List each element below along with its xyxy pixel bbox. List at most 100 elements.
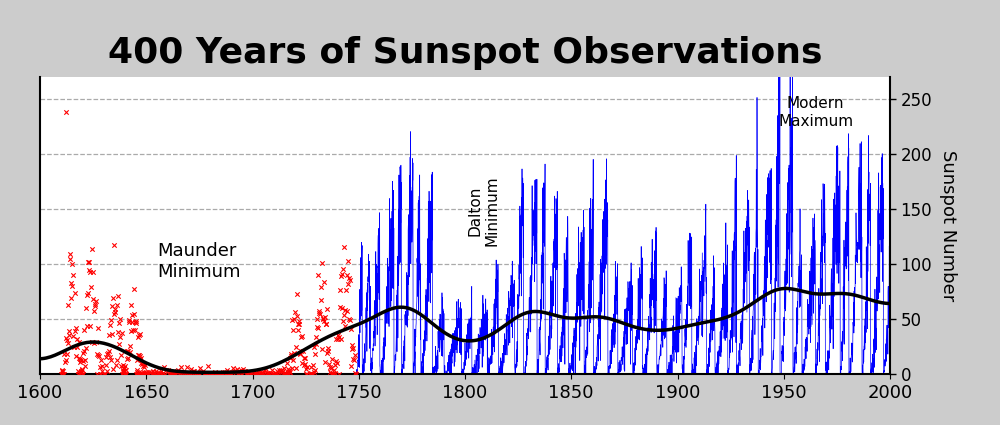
Point <box>138 368 154 375</box>
Point <box>179 363 195 370</box>
Point <box>243 371 259 377</box>
Point <box>289 313 305 320</box>
Point <box>282 368 298 375</box>
Point <box>293 347 309 354</box>
Point <box>247 370 263 377</box>
Point <box>272 369 288 376</box>
Point <box>222 368 238 375</box>
Point <box>109 302 124 309</box>
Point <box>133 370 149 377</box>
Point <box>313 283 329 290</box>
Point <box>58 357 74 363</box>
Point <box>111 319 127 326</box>
Point <box>77 357 93 363</box>
Point <box>340 258 356 264</box>
Point <box>175 369 191 376</box>
Point <box>233 366 249 373</box>
Point <box>151 370 167 377</box>
Point <box>146 369 162 376</box>
Point <box>303 363 319 370</box>
Point <box>61 328 77 334</box>
Point <box>73 368 89 374</box>
Point <box>123 302 139 309</box>
Point <box>114 371 130 377</box>
Point <box>305 371 321 377</box>
Point <box>328 358 344 365</box>
Point <box>257 369 273 376</box>
Point <box>100 349 116 356</box>
Point <box>280 366 296 373</box>
Point <box>210 371 226 377</box>
Point <box>276 364 292 371</box>
Point <box>283 350 299 357</box>
Point <box>134 360 150 367</box>
Point <box>164 370 180 377</box>
Point <box>340 280 356 287</box>
Point <box>185 368 201 375</box>
Point <box>129 367 145 374</box>
Point <box>259 369 275 376</box>
Point <box>316 317 332 324</box>
Point <box>304 370 320 377</box>
Point <box>308 341 324 348</box>
Point <box>120 354 136 361</box>
Point <box>86 340 102 346</box>
Point <box>118 367 134 374</box>
Point <box>77 363 93 370</box>
Point <box>348 371 364 377</box>
Point <box>92 371 108 377</box>
Point <box>137 371 153 377</box>
Point <box>96 371 112 377</box>
Point <box>137 361 153 368</box>
Point <box>118 371 134 377</box>
Point <box>341 316 357 323</box>
Point <box>235 366 251 373</box>
Point <box>330 335 346 342</box>
Point <box>190 370 206 377</box>
Point <box>98 361 114 368</box>
Point <box>309 315 325 322</box>
Point <box>311 308 327 314</box>
Point <box>220 371 236 377</box>
Point <box>342 276 358 283</box>
Point <box>56 351 72 357</box>
Point <box>178 369 194 376</box>
Point <box>127 319 143 326</box>
Point <box>206 370 222 377</box>
Point <box>84 339 100 346</box>
Point <box>322 369 338 376</box>
Point <box>332 303 348 310</box>
Point <box>101 332 117 339</box>
Point <box>113 363 129 369</box>
Point <box>74 366 90 373</box>
Point <box>75 350 90 357</box>
Point <box>172 370 188 377</box>
Point <box>333 273 349 280</box>
Point <box>112 315 128 322</box>
Point <box>115 368 131 375</box>
Point <box>277 371 293 377</box>
Point <box>54 368 70 375</box>
Point <box>187 370 203 377</box>
Point <box>67 289 83 296</box>
Point <box>126 311 142 317</box>
Point <box>53 371 69 377</box>
Point <box>123 328 139 334</box>
Point <box>327 370 343 377</box>
Point <box>278 360 295 367</box>
Point <box>82 269 98 275</box>
Point <box>307 351 323 357</box>
Point <box>87 302 103 309</box>
Point <box>325 371 341 377</box>
Point <box>287 309 303 315</box>
Point <box>234 370 250 377</box>
Point <box>334 271 350 278</box>
Point <box>341 275 357 281</box>
Point <box>292 350 308 357</box>
Point <box>198 369 214 376</box>
Point <box>57 358 73 365</box>
Point <box>103 356 119 363</box>
Point <box>330 332 346 338</box>
Point <box>307 366 323 373</box>
Point <box>266 371 282 377</box>
